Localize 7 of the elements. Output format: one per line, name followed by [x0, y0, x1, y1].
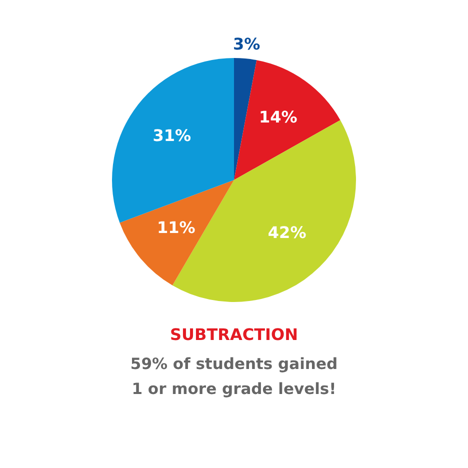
data-label: 11% [156, 218, 196, 237]
data-label: 3% [232, 34, 260, 54]
data-label: 42% [268, 223, 306, 242]
data-label: 31% [152, 126, 191, 146]
text: 59% of students gained 1 or more grade levels! [129, 354, 339, 400]
text: SUBTRACTION [169, 325, 299, 344]
data-label: 14% [258, 108, 298, 127]
